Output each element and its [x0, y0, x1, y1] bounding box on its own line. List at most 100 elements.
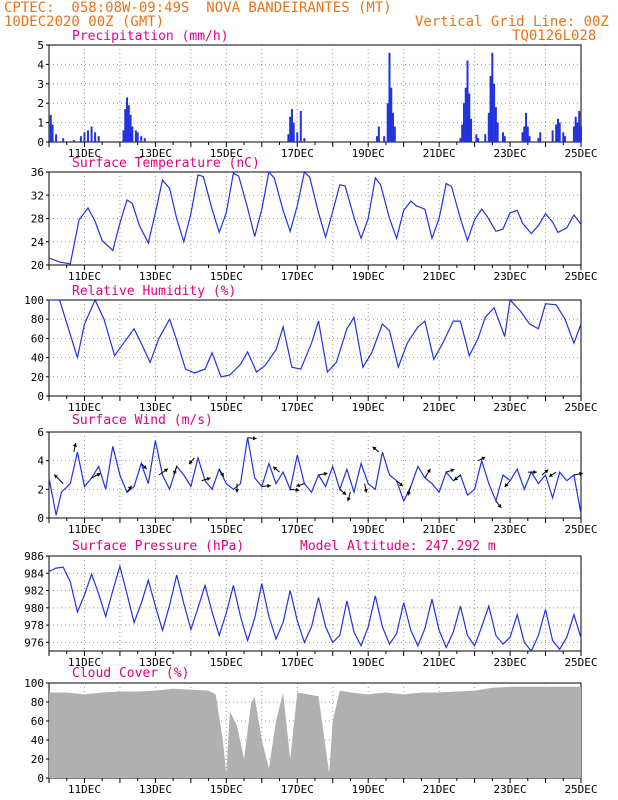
precip-bar: [388, 52, 391, 143]
precip-bar: [537, 138, 540, 142]
x-tick-label: 25DEC: [564, 147, 597, 160]
x-tick-label: 19DEC: [352, 656, 385, 669]
x-tick-label: 17DEC: [281, 270, 314, 283]
x-tick-label: 23DEC: [494, 523, 527, 536]
x-tick-label: 23DEC: [494, 147, 527, 160]
x-tick-label: 13DEC: [139, 147, 172, 160]
wind-arrowhead: [579, 471, 583, 476]
precip-bar: [390, 87, 393, 142]
precip-bar: [140, 136, 143, 142]
x-tick-label: 25DEC: [564, 656, 597, 669]
y-tick-label: 982: [24, 585, 44, 598]
panel-annotation: Model Altitude: 247.292 m: [300, 539, 496, 554]
precip-bar: [464, 87, 467, 142]
precip-bar: [462, 103, 465, 142]
wind-arrowhead: [323, 471, 328, 476]
y-tick-label: 20: [31, 259, 44, 272]
wind-arrowhead: [267, 483, 271, 488]
precip-bar: [72, 140, 75, 142]
precip-bar: [580, 126, 582, 142]
y-tick-label: 976: [24, 636, 44, 649]
x-tick-label: 19DEC: [352, 523, 385, 536]
x-tick-label: 15DEC: [210, 270, 243, 283]
x-tick-label: 21DEC: [423, 523, 456, 536]
precip-bar: [377, 126, 380, 142]
wind-arrowhead: [296, 483, 301, 488]
series-line: [48, 564, 582, 653]
panel-title: Surface Temperature (nC): [72, 156, 260, 171]
y-tick-label: 100: [24, 294, 44, 307]
wind-arrowhead: [372, 446, 377, 451]
precip-bar: [539, 132, 542, 142]
wind-arrowhead: [346, 497, 351, 502]
precip-bar: [556, 118, 559, 142]
y-tick-label: 978: [24, 619, 44, 632]
x-tick-label: 13DEC: [139, 401, 172, 414]
precip-bar: [493, 83, 496, 142]
wind-arrowhead: [273, 466, 278, 471]
precip-bar: [484, 134, 487, 142]
precip-bar: [572, 126, 575, 142]
precip-bar: [475, 134, 478, 142]
precip-bar: [94, 132, 97, 142]
precip-bar: [564, 136, 567, 142]
precip-bar: [503, 136, 506, 142]
precip-bar: [574, 116, 577, 142]
x-tick-label: 13DEC: [139, 783, 172, 796]
x-tick-label: 17DEC: [281, 523, 314, 536]
x-tick-label: 13DEC: [139, 523, 172, 536]
wind-arrowhead: [252, 436, 257, 441]
x-tick-label: 13DEC: [139, 270, 172, 283]
x-tick-label: 11DEC: [68, 783, 101, 796]
x-tick-label: 11DEC: [68, 270, 101, 283]
wind-arrowhead: [544, 469, 549, 474]
precip-bar: [143, 138, 146, 142]
precip-bar: [501, 132, 504, 142]
precip-bar: [126, 97, 129, 142]
precip-bar: [487, 112, 490, 142]
y-tick-label: 40: [31, 734, 44, 747]
wind-arrowhead: [96, 473, 101, 477]
precip-bar: [523, 126, 526, 142]
y-tick-label: 3: [37, 78, 44, 91]
precip-bar: [555, 124, 558, 142]
precip-bar: [477, 138, 480, 142]
precip-bar: [127, 105, 130, 142]
y-tick-label: 2: [37, 483, 44, 496]
wind-arrowhead: [533, 470, 537, 475]
precip-bar: [386, 103, 389, 142]
y-tick-label: 5: [37, 39, 44, 52]
panel-frame: [48, 299, 582, 397]
precip-bar: [290, 109, 293, 142]
y-tick-label: 24: [31, 236, 45, 249]
precip-bar: [49, 114, 52, 142]
precip-bar: [496, 122, 499, 142]
x-tick-label: 15DEC: [210, 147, 243, 160]
precip-bar: [392, 112, 395, 142]
precip-bar: [494, 107, 497, 142]
precip-bar: [525, 112, 528, 142]
precip-bar: [62, 138, 65, 142]
x-tick-label: 21DEC: [423, 270, 456, 283]
x-tick-label: 21DEC: [423, 147, 456, 160]
x-tick-label: 17DEC: [281, 401, 314, 414]
y-tick-label: 0: [37, 390, 44, 403]
wind-arrowhead: [142, 465, 147, 469]
cloud-area: [49, 686, 581, 778]
header-station: CPTEC: 058:08W-09:49S NOVA BANDEIRANTES …: [4, 0, 392, 16]
x-tick-label: 21DEC: [423, 783, 456, 796]
precip-bar: [576, 122, 579, 142]
precip-bar: [578, 110, 581, 142]
header-model-id: TQ0126L028: [512, 28, 597, 44]
panel-frame: [48, 431, 582, 519]
x-tick-label: 15DEC: [210, 656, 243, 669]
x-tick-label: 11DEC: [68, 523, 101, 536]
x-tick-label: 25DEC: [564, 270, 597, 283]
y-tick-label: 0: [37, 136, 44, 149]
panel-title: Surface Wind (m/s): [72, 413, 213, 428]
y-tick-label: 980: [24, 602, 44, 615]
wind-arrowhead: [220, 472, 224, 477]
y-tick-label: 986: [24, 550, 44, 563]
precip-bar: [562, 132, 565, 142]
